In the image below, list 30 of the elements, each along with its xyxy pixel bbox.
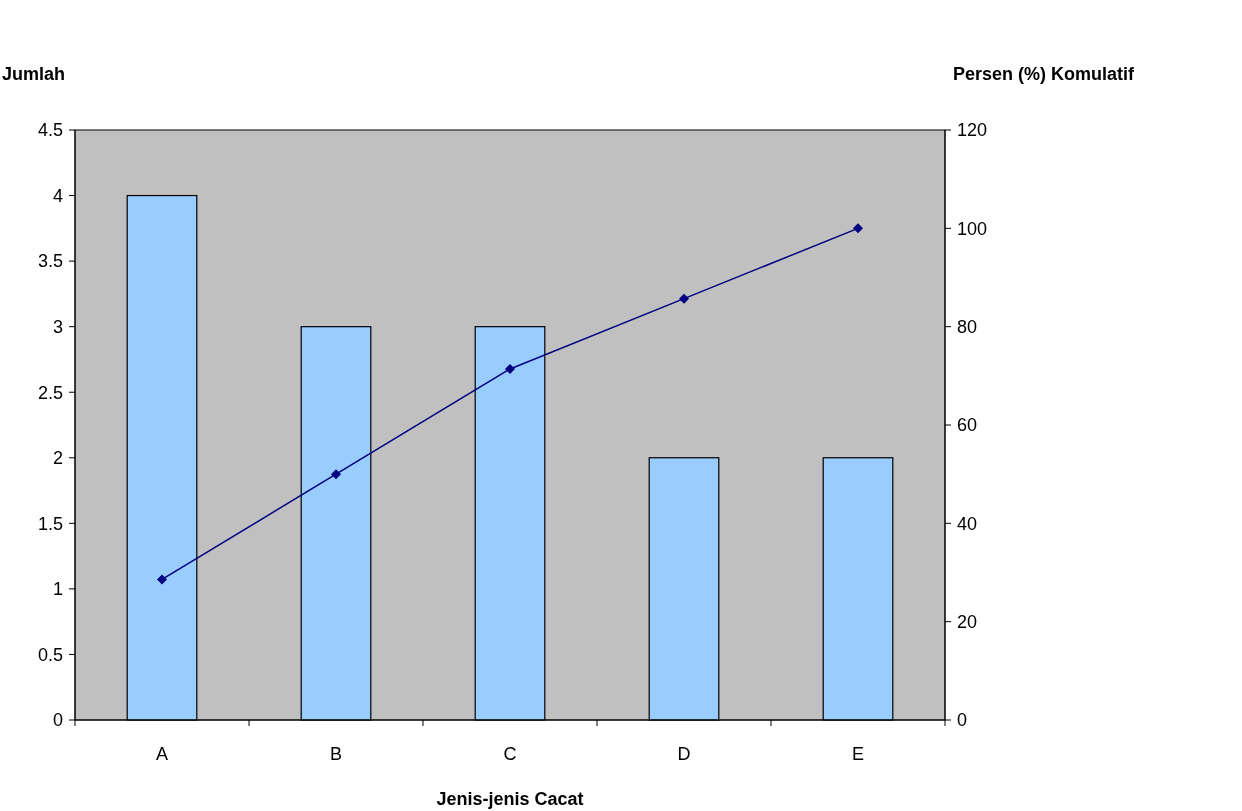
y-tick-label: 3 (52, 316, 63, 337)
y-tick-label: 1 (52, 579, 63, 600)
point (157, 574, 167, 585)
y-tick-label: 0 (52, 710, 63, 731)
y2-tick-label: 40 (957, 513, 978, 534)
x-tick-label: D (677, 744, 691, 764)
point (853, 223, 863, 234)
x-tick-label: E (851, 744, 865, 764)
y-tick-label: 2.5 (37, 382, 63, 403)
y2-tick-label: 20 (957, 611, 978, 632)
x-tick-label: B (329, 744, 343, 764)
point (505, 363, 515, 374)
y-tick-label: 1.5 (37, 513, 63, 534)
x-tick-label: A (155, 744, 169, 764)
y2-tick-label: 120 (957, 120, 988, 141)
y-tick-label: 2 (52, 448, 63, 469)
y-tick-label: 0.5 (37, 644, 63, 665)
x-axis-title: Jenis-jenis Cacat (436, 789, 584, 809)
point (679, 293, 689, 304)
y2-tick-label: 80 (957, 316, 978, 337)
y2-tick-label: 60 (957, 415, 978, 436)
y-tick-label: 4 (52, 185, 63, 206)
y2-axis-title: Persen (%) Komulatif (953, 64, 1136, 84)
y-axis-title: Jumlah (1, 64, 65, 84)
y2-tick-label: 0 (957, 710, 968, 731)
x-tick-label: C (503, 744, 517, 764)
y-tick-label: 4.5 (37, 120, 63, 141)
y-tick-label: 3.5 (37, 251, 63, 272)
point (331, 469, 341, 480)
y2-tick-label: 100 (957, 218, 988, 239)
